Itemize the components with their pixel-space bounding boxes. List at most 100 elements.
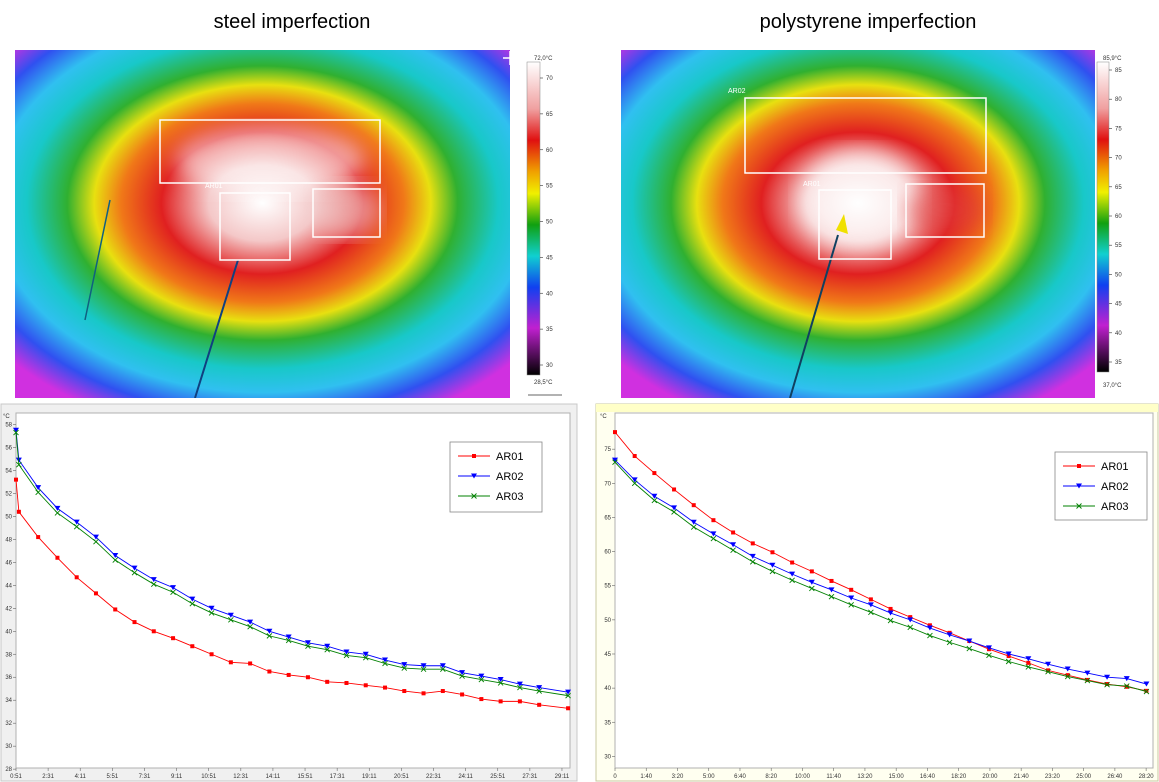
colorbar	[1096, 61, 1110, 373]
marker	[690, 519, 697, 525]
y-tick-label: 60	[604, 550, 611, 556]
marker	[927, 623, 932, 628]
y-tick-label: 40	[5, 629, 12, 635]
marker	[888, 606, 893, 611]
marker	[459, 673, 465, 679]
x-tick-label: 18:20	[951, 774, 967, 780]
colorbar-tick-label: 60	[546, 148, 553, 154]
marker	[887, 617, 894, 624]
marker	[324, 646, 331, 653]
marker	[789, 577, 795, 584]
marker	[1104, 681, 1110, 688]
marker	[1085, 677, 1090, 682]
marker	[1025, 656, 1032, 662]
marker	[828, 593, 835, 600]
marker	[420, 666, 427, 673]
marker	[343, 649, 350, 655]
marker	[228, 616, 234, 623]
legend-label: AR01	[496, 451, 524, 463]
marker	[74, 575, 79, 580]
marker	[286, 672, 291, 677]
marker	[1123, 676, 1130, 682]
marker	[1084, 670, 1091, 676]
x-tick-label: 0:51	[10, 774, 22, 780]
chart-band	[596, 404, 1158, 412]
colorbar-tick-label: 40	[546, 291, 553, 297]
marker	[471, 473, 477, 479]
series-line	[15, 479, 569, 709]
y-tick-label: 28	[5, 767, 12, 773]
marker	[887, 610, 894, 616]
marker	[566, 706, 571, 711]
colorbar-tick-label: 50	[546, 220, 553, 226]
marker	[651, 497, 658, 504]
x-tick-label: 28:20	[1139, 774, 1155, 780]
marker	[1076, 483, 1082, 489]
x-tick-label: 5:00	[703, 774, 715, 780]
marker	[907, 624, 914, 631]
marker	[170, 585, 177, 591]
legend-label: AR02	[496, 471, 524, 483]
marker	[382, 660, 388, 667]
y-tick-label: 52	[5, 491, 12, 497]
x-tick-label: 0	[613, 774, 617, 780]
x-tick-label: 9:11	[171, 774, 183, 780]
marker	[809, 569, 814, 574]
y-tick-label: 30	[604, 754, 611, 760]
thermal-image	[621, 50, 1095, 398]
marker	[868, 597, 873, 602]
y-tick-label: 56	[5, 445, 12, 451]
marker	[829, 578, 834, 583]
x-tick-label: 2:31	[42, 774, 54, 780]
marker	[228, 660, 233, 665]
marker	[769, 568, 776, 575]
x-tick-label: 6:40	[734, 774, 746, 780]
marker	[710, 535, 717, 542]
marker	[363, 683, 368, 688]
marker	[93, 538, 99, 545]
marker	[1065, 673, 1070, 678]
marker	[324, 643, 331, 649]
marker	[247, 623, 253, 630]
marker	[73, 519, 80, 525]
x-tick-label: 21:40	[1014, 774, 1030, 780]
colorbar	[526, 61, 541, 376]
colorbar-tick-label: 30	[546, 363, 553, 369]
colorbar-tick-label: 50	[1115, 272, 1122, 278]
series-line	[614, 431, 1147, 692]
marker	[479, 697, 484, 702]
marker	[113, 607, 118, 612]
marker	[516, 681, 523, 687]
x-tick-label: 16:40	[920, 774, 936, 780]
marker	[731, 530, 736, 535]
marker	[150, 581, 157, 587]
marker	[498, 699, 503, 704]
marker	[54, 505, 61, 511]
marker	[749, 553, 756, 559]
marker	[471, 493, 477, 499]
marker	[439, 663, 446, 669]
marker	[267, 669, 272, 674]
marker	[112, 552, 119, 558]
legend-label: AR03	[1101, 501, 1129, 513]
x-tick-label: 7:31	[139, 774, 151, 780]
marker	[190, 644, 195, 649]
marker	[750, 541, 755, 546]
colorbar-tick-label: 35	[546, 327, 553, 333]
marker	[131, 565, 138, 571]
y-tick-label: 50	[604, 618, 611, 624]
colorbar-tick-label: 65	[1115, 185, 1122, 191]
marker	[189, 596, 196, 602]
marker	[14, 477, 18, 482]
marker	[730, 542, 737, 548]
marker	[1084, 677, 1091, 684]
marker	[150, 577, 157, 583]
x-tick-label: 10:51	[201, 774, 217, 780]
marker	[93, 591, 98, 596]
marker	[730, 547, 736, 554]
colorbar-tick-label: 80	[1115, 97, 1122, 103]
marker	[497, 680, 504, 686]
panel-title: polystyrene imperfection	[760, 11, 977, 33]
marker	[16, 461, 22, 468]
marker	[966, 638, 973, 644]
